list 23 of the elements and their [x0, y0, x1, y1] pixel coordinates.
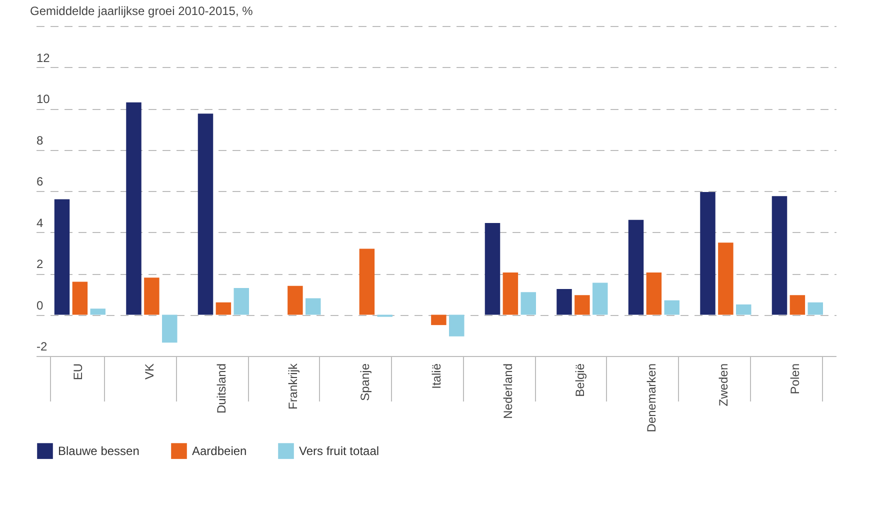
- legend-label: Aardbeien: [192, 444, 247, 458]
- y-tick-label: -2: [36, 340, 48, 354]
- chart-title: Gemiddelde jaarlijkse groei 2010-2015, %: [30, 4, 254, 18]
- x-tick-label: Nederland: [501, 364, 516, 419]
- x-tick-label: VK: [142, 364, 157, 380]
- y-tick-label: 2: [36, 257, 44, 271]
- x-tick-label: Zweden: [716, 364, 730, 406]
- x-tick-label: Frankrijk: [286, 362, 300, 410]
- x-tick-label: België: [573, 363, 587, 397]
- x-tick-label: Duitsland: [214, 364, 228, 414]
- x-tick-label: Polen: [788, 364, 802, 394]
- x-tick-label: Spanje: [358, 363, 372, 401]
- y-tick-label: 10: [36, 92, 50, 106]
- x-tick-label: Denemarken: [644, 364, 659, 432]
- x-tick-label: Italië: [430, 363, 444, 389]
- x-tick-label: EU: [70, 364, 85, 380]
- legend-label: Vers fruit totaal: [299, 444, 380, 458]
- legend-label: Blauwe bessen: [58, 444, 140, 458]
- y-tick-label: 4: [36, 216, 44, 230]
- y-tick-label: 6: [36, 174, 44, 188]
- y-tick-label: 8: [36, 133, 44, 148]
- y-tick-label: 0: [36, 298, 44, 312]
- y-tick-label: 12: [36, 50, 50, 65]
